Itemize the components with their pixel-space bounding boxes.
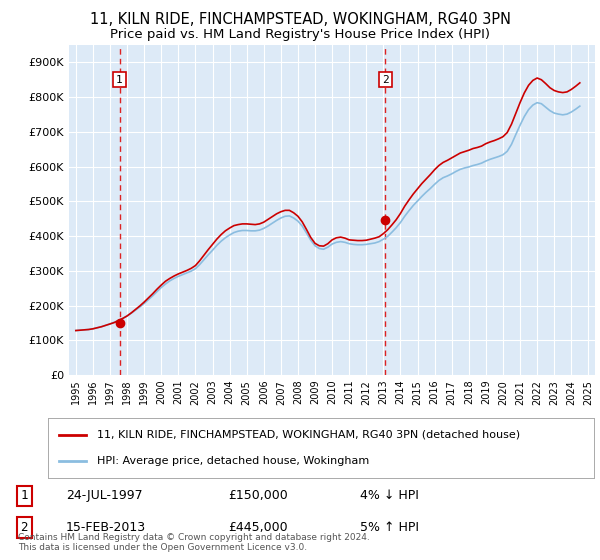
Text: 1: 1 (20, 489, 28, 502)
Text: 15-FEB-2013: 15-FEB-2013 (66, 521, 146, 534)
Text: 24-JUL-1997: 24-JUL-1997 (66, 489, 143, 502)
Text: £445,000: £445,000 (228, 521, 287, 534)
Text: Contains HM Land Registry data © Crown copyright and database right 2024.
This d: Contains HM Land Registry data © Crown c… (18, 533, 370, 552)
Text: £150,000: £150,000 (228, 489, 288, 502)
Text: 4% ↓ HPI: 4% ↓ HPI (360, 489, 419, 502)
Text: 5% ↑ HPI: 5% ↑ HPI (360, 521, 419, 534)
Text: 11, KILN RIDE, FINCHAMPSTEAD, WOKINGHAM, RG40 3PN (detached house): 11, KILN RIDE, FINCHAMPSTEAD, WOKINGHAM,… (97, 430, 520, 440)
Text: 2: 2 (382, 74, 389, 85)
Text: HPI: Average price, detached house, Wokingham: HPI: Average price, detached house, Woki… (97, 456, 370, 466)
Text: 1: 1 (116, 74, 123, 85)
Text: Price paid vs. HM Land Registry's House Price Index (HPI): Price paid vs. HM Land Registry's House … (110, 28, 490, 41)
Text: 2: 2 (20, 521, 28, 534)
Text: 11, KILN RIDE, FINCHAMPSTEAD, WOKINGHAM, RG40 3PN: 11, KILN RIDE, FINCHAMPSTEAD, WOKINGHAM,… (89, 12, 511, 27)
